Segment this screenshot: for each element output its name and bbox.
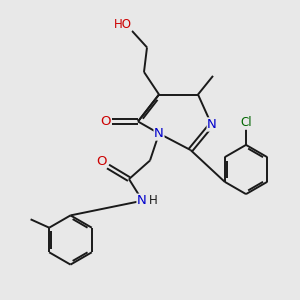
Text: Cl: Cl	[240, 116, 252, 129]
Text: H: H	[148, 194, 158, 207]
Text: O: O	[96, 154, 106, 168]
Text: O: O	[100, 115, 111, 128]
Text: N: N	[137, 194, 147, 207]
Text: N: N	[207, 118, 217, 131]
Text: HO: HO	[113, 18, 131, 31]
Text: N: N	[154, 127, 164, 140]
